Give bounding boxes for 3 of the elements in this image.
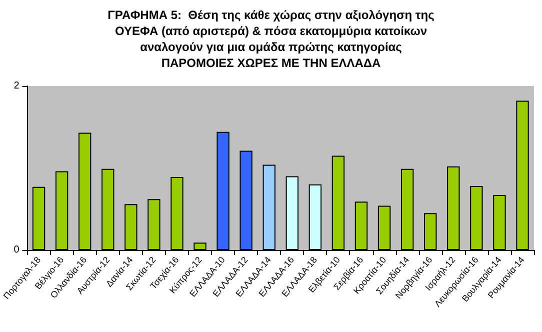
y-tick-label: 2 [14, 80, 20, 92]
y-tick-label: 0 [14, 244, 20, 256]
chart-title: ΓΡΑΦΗΜΑ 5: Θέση της κάθε χώρας στην αξιολόγηση της ΟΥΕΦΑ (από αριστερά) & πόσα εκατομμύρια κατοίκων αναλογούν για μια ομάδα πρώτης κατηγορίας ΠΑΡΟΜΟΙΕΣ ΧΩΡΕΣ ΜΕ ΤΗΝ ΕΛΛΑΔΑ [108, 8, 434, 70]
